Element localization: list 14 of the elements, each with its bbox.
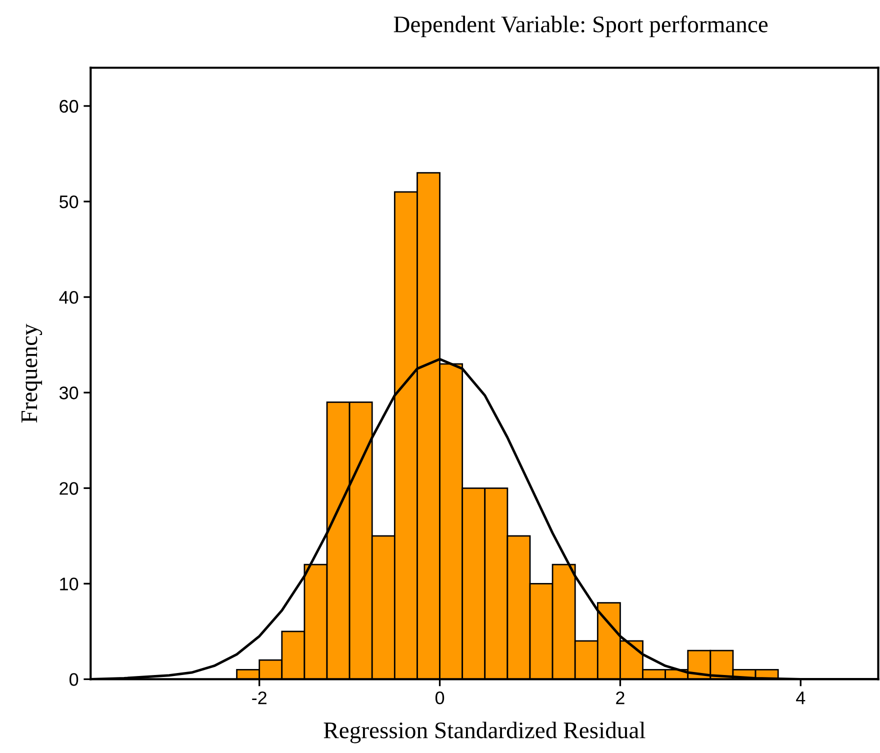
y-tick-label: 50 xyxy=(59,195,78,208)
y-tick-label: 40 xyxy=(59,290,78,304)
y-tick-label: 10 xyxy=(60,578,78,590)
y-axis-title: Frequency xyxy=(22,324,42,423)
y-tick-label: 20 xyxy=(60,482,78,495)
x-tick-label: 0 xyxy=(435,691,444,704)
x-axis-title: Regression Standardized Residual xyxy=(324,722,646,744)
y-tick-label: 60 xyxy=(60,100,78,113)
x-tick-label: 4 xyxy=(796,692,806,704)
x-tick-label: -2 xyxy=(252,691,266,704)
chart-title: Dependent Variable: Sport performance xyxy=(394,16,768,38)
y-tick-label: 30 xyxy=(59,386,78,400)
x-tick-label: 2 xyxy=(616,691,624,704)
y-tick-label: 0 xyxy=(70,673,78,686)
